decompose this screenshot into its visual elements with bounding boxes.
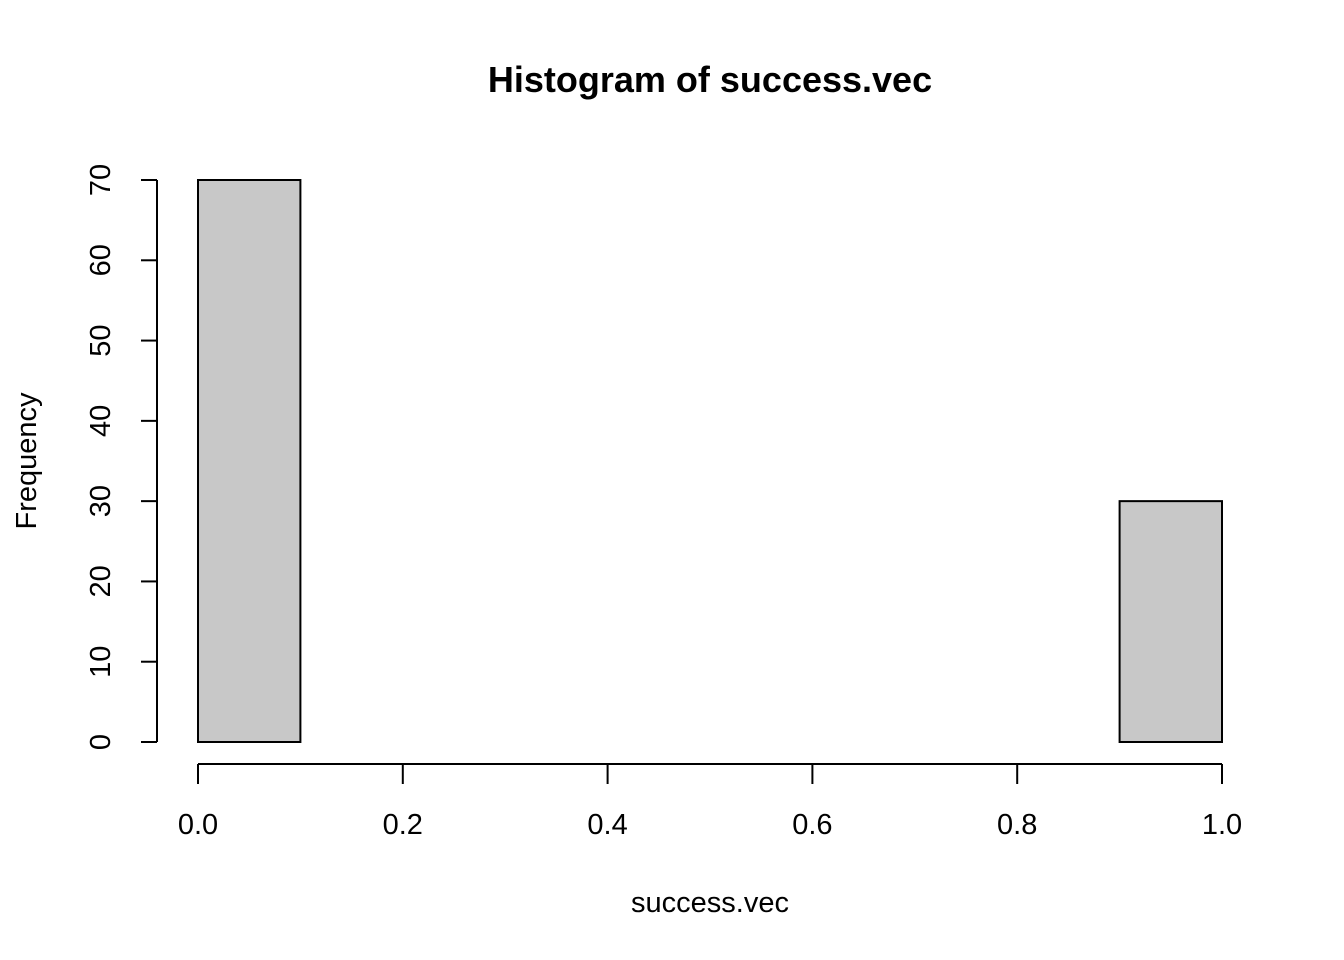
y-tick-label: 60 bbox=[85, 244, 117, 276]
y-tick-label: 20 bbox=[85, 565, 117, 597]
y-tick-label: 0 bbox=[85, 734, 117, 750]
x-tick-label: 1.0 bbox=[1202, 809, 1242, 841]
chart-title: Histogram of success.vec bbox=[488, 59, 932, 100]
x-tick-label: 0.0 bbox=[178, 809, 218, 841]
x-tick-label: 0.6 bbox=[792, 809, 832, 841]
histogram-bar-0 bbox=[197, 179, 302, 743]
histogram-bar-9 bbox=[1118, 500, 1223, 743]
x-tick-label: 0.4 bbox=[587, 809, 627, 841]
y-tick-label: 10 bbox=[85, 646, 117, 678]
y-tick-label: 50 bbox=[85, 324, 117, 356]
x-axis-ticks: 0.0 0.2 0.4 0.6 0.8 1.0 bbox=[178, 764, 1242, 841]
x-axis-label: success.vec bbox=[631, 887, 789, 919]
histogram-bars bbox=[197, 179, 1223, 743]
x-tick-label: 0.2 bbox=[383, 809, 423, 841]
y-axis-label: Frequency bbox=[11, 392, 43, 530]
y-tick-label: 70 bbox=[85, 164, 117, 196]
y-axis-ticks: 0 10 20 30 40 50 60 70 bbox=[85, 164, 157, 750]
y-tick-label: 40 bbox=[85, 405, 117, 437]
x-tick-label: 0.8 bbox=[997, 809, 1037, 841]
y-tick-label: 30 bbox=[85, 485, 117, 517]
